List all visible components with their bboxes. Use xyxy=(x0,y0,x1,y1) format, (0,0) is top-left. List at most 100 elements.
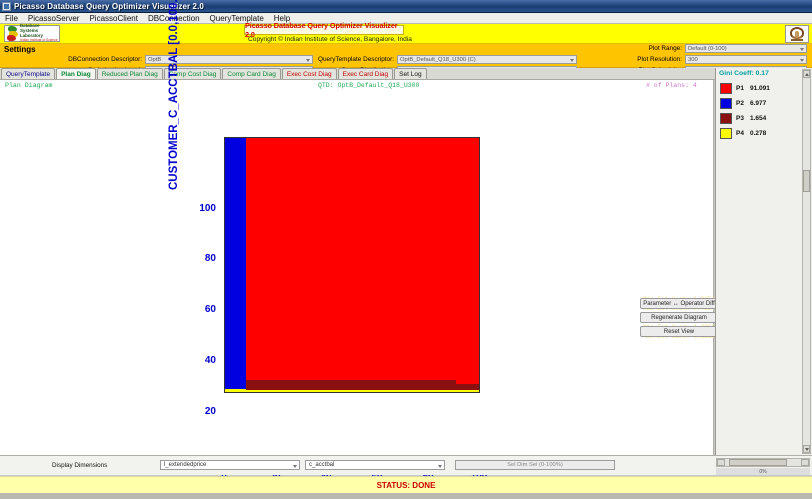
dsl-logo-line1: Database xyxy=(20,23,40,29)
iisc-logo xyxy=(785,25,809,43)
tab-plan-diag[interactable]: Plan Diag xyxy=(56,68,96,79)
dsl-logo-line3: Laboratory xyxy=(20,32,43,38)
settings-panel: Settings DBConnection Descriptor: OptB O… xyxy=(0,44,812,75)
gini-legend-panel: Gini Coeff: 0.17 P1 91.091 P2 6.977 P3 1… xyxy=(715,68,812,455)
legend-scrollbar[interactable] xyxy=(802,69,811,454)
legend-swatch-p2 xyxy=(720,98,732,109)
caret-up-icon xyxy=(805,73,810,76)
chevron-down-icon xyxy=(800,59,804,62)
scroll-left-button[interactable] xyxy=(717,459,725,466)
window-titlebar: Picasso Database Query Optimizer Visuali… xyxy=(0,0,812,13)
region-p4 xyxy=(225,390,479,392)
legend-value-p4: 0.278 xyxy=(750,130,767,137)
num-plans-label: # of Plans: 4 xyxy=(646,82,697,89)
plan-diagram-label: Plan Diagram xyxy=(5,82,53,89)
dsl-logo-text: Database Systems Laboratory Indian Insti… xyxy=(19,24,58,42)
y-tick-40: 40 xyxy=(204,355,216,366)
dim-x-value: l_extendedprice xyxy=(164,462,207,468)
region-p2 xyxy=(225,138,246,392)
scroll-right-button[interactable] xyxy=(801,459,809,466)
sel-dim-sel-field[interactable]: Sel Dim Sel (0-100%) xyxy=(455,460,615,470)
querytemplate-descriptor-value: OptB_Default_Q18_U300 (C) xyxy=(400,56,476,63)
tab-exec-card-diag[interactable]: Exec Card Diag xyxy=(337,68,394,79)
querytemplate-descriptor-combo[interactable]: OptB_Default_Q18_U300 (C) xyxy=(397,55,577,64)
legend-value-p3: 1.654 xyxy=(750,115,767,122)
region-p3 xyxy=(246,380,456,390)
dsl-logo-sub: Indian Institute of Science xyxy=(20,38,58,43)
menu-item-file[interactable]: File xyxy=(5,13,18,23)
qtd-label: QTD: OptB_Default_Q18_U300 xyxy=(318,82,420,89)
dbconnection-descriptor-combo[interactable]: OptB xyxy=(145,55,313,64)
chevron-down-icon xyxy=(306,59,310,62)
legend-row-p1[interactable]: P1 91.091 xyxy=(720,82,802,95)
region-p4-b xyxy=(225,389,246,392)
gini-coefficient-label: Gini Coeff: 0.17 xyxy=(719,70,769,77)
plot-range-combo[interactable]: Default (0-100) xyxy=(685,44,807,53)
diagram-panel: Plan Diagram QTD: OptB_Default_Q18_U300 … xyxy=(0,0,718,499)
chevron-down-icon xyxy=(800,48,804,51)
dbconnection-descriptor-value: OptB xyxy=(148,56,162,63)
legend-name-p3: P3 xyxy=(736,115,744,122)
chevron-down-icon xyxy=(570,59,574,62)
menu-item-dbconnection[interactable]: DBConnection xyxy=(147,13,200,23)
legend-name-p1: P1 xyxy=(736,85,744,92)
y-axis-title: CUSTOMER_C_ACCTBAL [0.0,100.0]@ 300 xyxy=(168,0,180,190)
regenerate-diagram-button[interactable]: Regenerate Diagram xyxy=(640,312,718,323)
y-tick-100: 100 xyxy=(199,203,216,214)
scroll-thumb[interactable] xyxy=(803,170,810,192)
tab-reduced-plan-diag[interactable]: Reduced Plan Diag xyxy=(96,68,163,79)
product-title-plate: Picasso Database Query Optimizer Visuali… xyxy=(244,21,404,39)
plot-canvas[interactable] xyxy=(224,137,480,393)
menu-item-querytemplate[interactable]: QueryTemplate xyxy=(209,13,264,23)
app-banner: Database Systems Laboratory Indian Insti… xyxy=(0,21,812,44)
legend-row-p2[interactable]: P2 6.977 xyxy=(720,97,802,110)
tab-comp-card-diag[interactable]: Comp Card Diag xyxy=(222,68,281,79)
label-querytemplate-descriptor: QueryTemplate Descriptor: xyxy=(317,56,394,63)
y-tick-80: 80 xyxy=(204,253,216,264)
field-plot-resolution: Plot Resolution: 300 xyxy=(630,55,807,64)
dim-x-combo[interactable]: l_extendedprice xyxy=(160,460,300,470)
parameter-operator-diff-button[interactable]: Parameter ↔ Operator Diff xyxy=(640,298,718,309)
copyright-text: Copyright © Indian Institute of Science,… xyxy=(248,36,412,43)
chevron-down-icon xyxy=(293,464,297,468)
plot-resolution-combo[interactable]: 300 xyxy=(685,55,807,64)
plot-resolution-value: 300 xyxy=(688,56,698,63)
field-querytemplate-descriptor: QueryTemplate Descriptor: OptB_Default_Q… xyxy=(312,55,577,64)
dsl-logo: Database Systems Laboratory Indian Insti… xyxy=(4,24,60,42)
region-p3-b xyxy=(456,384,479,390)
status-bar: STATUS: DONE xyxy=(0,476,812,493)
bottom-controls-bar: Display Dimensions l_extendedprice c_acc… xyxy=(0,455,812,475)
menu-bar: File PicassoServer PicassoClient DBConne… xyxy=(0,13,812,24)
legend-swatch-p4 xyxy=(720,128,732,139)
menu-item-help[interactable]: Help xyxy=(273,13,291,23)
label-dbconnection-descriptor: DBConnection Descriptor: xyxy=(68,56,142,63)
y-tick-20: 20 xyxy=(204,406,216,417)
legend-row-p3[interactable]: P3 1.654 xyxy=(720,112,802,125)
horizontal-scrollbar[interactable] xyxy=(716,458,810,467)
app-icon xyxy=(2,1,11,11)
legend-row-p4[interactable]: P4 0.278 xyxy=(720,127,802,140)
display-dimensions-label: Display Dimensions xyxy=(52,462,108,469)
window-title: Picasso Database Query Optimizer Visuali… xyxy=(14,1,204,11)
h-scroll-thumb[interactable] xyxy=(729,459,787,466)
leaf-icon xyxy=(6,26,19,41)
tab-strip: QueryTemplate Plan Diag Reduced Plan Dia… xyxy=(0,68,812,80)
tab-set-log[interactable]: Set Log xyxy=(394,68,427,79)
scroll-up-button[interactable] xyxy=(803,70,810,78)
plan-diagram-plot[interactable]: CUSTOMER_C_ACCTBAL [0.0,100.0]@ 300 100 … xyxy=(0,0,640,499)
menu-item-picassoserver[interactable]: PicassoServer xyxy=(27,13,80,23)
tab-querytemplate[interactable]: QueryTemplate xyxy=(1,68,56,79)
dsl-logo-line2: Systems xyxy=(20,27,39,33)
field-plot-range: Plot Range: Default (0-100) xyxy=(630,44,807,53)
menu-item-picassoclient[interactable]: PicassoClient xyxy=(89,13,138,23)
tab-exec-cost-diag[interactable]: Exec Cost Diag xyxy=(281,68,337,79)
reset-view-button[interactable]: Reset View xyxy=(640,326,718,337)
scroll-down-button[interactable] xyxy=(803,445,810,453)
tab-comp-cost-diag[interactable]: Comp Cost Diag xyxy=(163,68,222,79)
dim-y-combo[interactable]: c_acctbal xyxy=(305,460,445,470)
chevron-down-icon xyxy=(438,464,442,468)
legend-name-p4: P4 xyxy=(736,130,744,137)
legend-value-p1: 91.091 xyxy=(750,85,770,92)
label-plot-range: Plot Range: xyxy=(648,45,682,52)
